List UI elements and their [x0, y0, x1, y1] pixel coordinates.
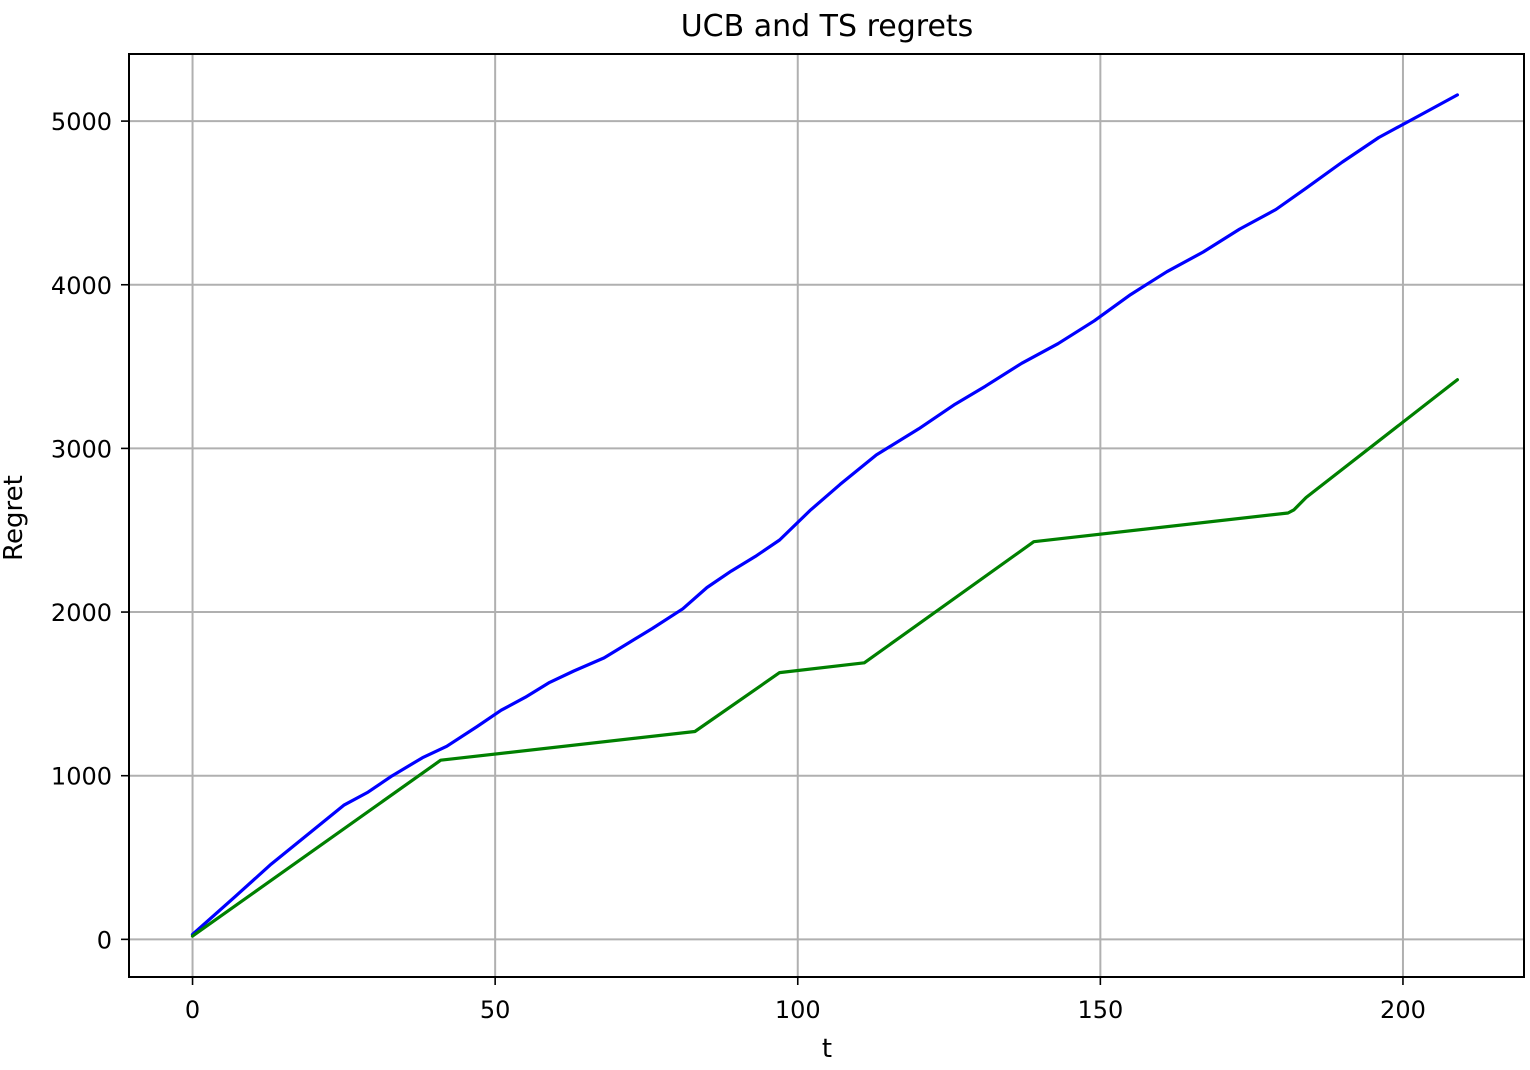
y-axis-label: Regret [0, 475, 29, 561]
x-tick-label: 50 [480, 996, 511, 1024]
y-tick-label: 1000 [51, 763, 112, 791]
chart-title: UCB and TS regrets [681, 9, 974, 44]
x-tick-label: 150 [1077, 996, 1123, 1024]
y-tick-label: 0 [97, 926, 112, 954]
x-tick-label: 200 [1380, 996, 1426, 1024]
plot-frame [128, 53, 1525, 978]
series-line-2 [190, 378, 1460, 938]
series-line-1 [190, 93, 1460, 937]
y-tick-label: 4000 [51, 272, 112, 300]
grid [129, 54, 1524, 977]
x-tick-label: 100 [775, 996, 821, 1024]
y-tick-label: 3000 [51, 435, 112, 463]
x-axis-label: t [822, 1034, 832, 1064]
y-axis: 0 1000 2000 3000 4000 5000 [51, 108, 129, 954]
series-group [190, 93, 1460, 938]
x-axis: 0 50 100 150 200 [185, 977, 1426, 1024]
y-tick-label: 5000 [51, 108, 112, 136]
x-tick-label: 0 [185, 996, 200, 1024]
y-tick-label: 2000 [51, 599, 112, 627]
